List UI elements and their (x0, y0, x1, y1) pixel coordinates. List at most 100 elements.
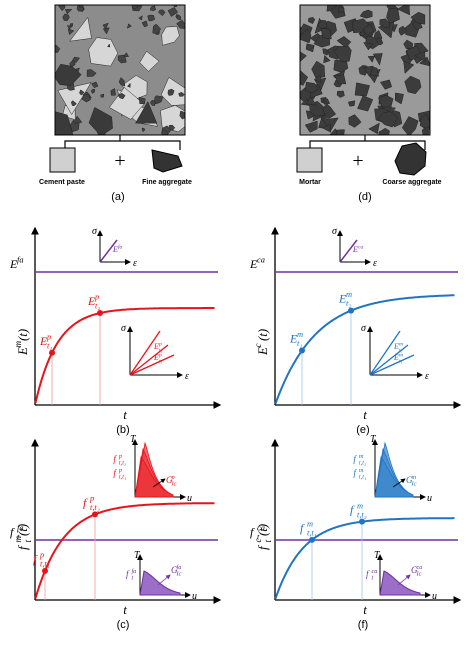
math-label: f mt,t₂ (353, 453, 367, 467)
math-sub: Ic (411, 481, 417, 488)
grain (333, 45, 352, 62)
grain (122, 52, 130, 57)
math-sub: t (17, 533, 20, 542)
math-arg: (t) (255, 524, 270, 536)
math-label: f fat (10, 524, 24, 542)
math-sup: fa (17, 256, 24, 265)
axis-sym: ε (133, 258, 137, 269)
caption: (c) (117, 619, 130, 631)
grain (176, 14, 182, 20)
grain (127, 82, 131, 88)
grain (367, 55, 375, 63)
grain (378, 94, 394, 108)
softening-curve (139, 570, 181, 596)
grain (305, 43, 315, 53)
x-label: t (123, 602, 127, 617)
grain (333, 59, 349, 73)
mortar-icon (296, 147, 323, 173)
grain (414, 51, 426, 62)
axis-sym: ε (373, 258, 377, 269)
grain (135, 101, 158, 124)
math-sub: Ic (416, 571, 422, 578)
slope (129, 354, 175, 376)
grain (401, 116, 419, 135)
point (42, 567, 48, 574)
math-sup: m (346, 290, 352, 299)
math-base: f (126, 569, 130, 579)
grain (176, 19, 185, 29)
grain (398, 25, 407, 36)
x-label: t (363, 602, 367, 617)
math-sub: t (23, 540, 33, 543)
math-base: f (83, 495, 88, 509)
math-label: fc t(t) (253, 524, 273, 550)
softening-curve (134, 441, 174, 498)
grain (69, 16, 92, 42)
grain (178, 92, 185, 97)
axis-sym: u (432, 591, 437, 602)
grain (139, 50, 160, 72)
grain (322, 48, 329, 56)
grain (311, 60, 326, 79)
axis-sym: σ (121, 323, 127, 334)
grain (419, 113, 430, 129)
axis-sym: T (374, 550, 381, 561)
grain (379, 79, 393, 90)
grain (300, 28, 312, 44)
grain (152, 23, 162, 35)
bracket-d (309, 135, 426, 150)
math-base: E (249, 257, 258, 271)
grain (168, 124, 176, 131)
grain (403, 39, 414, 50)
grain (321, 123, 332, 133)
grain (79, 89, 85, 96)
evolution-curve (34, 307, 215, 404)
math-sub: t₁ (399, 358, 403, 364)
math-sup: m (307, 519, 313, 528)
axis-sym: σ (332, 226, 338, 237)
math-base: f (15, 544, 30, 550)
math-sup: p (171, 474, 175, 481)
axis-sym: ε (185, 371, 189, 382)
math-base: f (33, 552, 38, 566)
math-base: f (300, 521, 305, 535)
math-sup: c (253, 343, 263, 347)
math-label: Ec (t) (253, 329, 270, 356)
math-sup: fa (17, 524, 24, 533)
math-base: f (10, 525, 15, 539)
math-label: fm t(t) (13, 524, 33, 550)
grain (64, 9, 73, 15)
caption: (a) (111, 191, 124, 203)
grain (102, 22, 109, 30)
math-sup: m (13, 341, 23, 348)
grain (363, 42, 374, 51)
grain (320, 28, 332, 40)
grain (410, 11, 426, 25)
fine-icon (151, 149, 183, 173)
arrow (152, 478, 166, 488)
bracket-a (64, 135, 181, 150)
grain (378, 127, 390, 135)
grain (141, 127, 145, 133)
math-base: E (352, 245, 358, 254)
math-sub: t (371, 575, 373, 582)
grain (117, 92, 126, 100)
grain (404, 75, 422, 95)
grain (334, 74, 347, 85)
math-base: G (171, 565, 178, 575)
plus: + (114, 150, 125, 172)
caption: (f) (358, 619, 368, 631)
math-label: f pt,t₁ (113, 467, 126, 481)
math-label: f fat (126, 568, 136, 582)
grain (126, 23, 132, 29)
label: Fine aggregate (142, 179, 192, 186)
math-base: E (112, 245, 118, 254)
axis-sym: u (427, 493, 432, 504)
